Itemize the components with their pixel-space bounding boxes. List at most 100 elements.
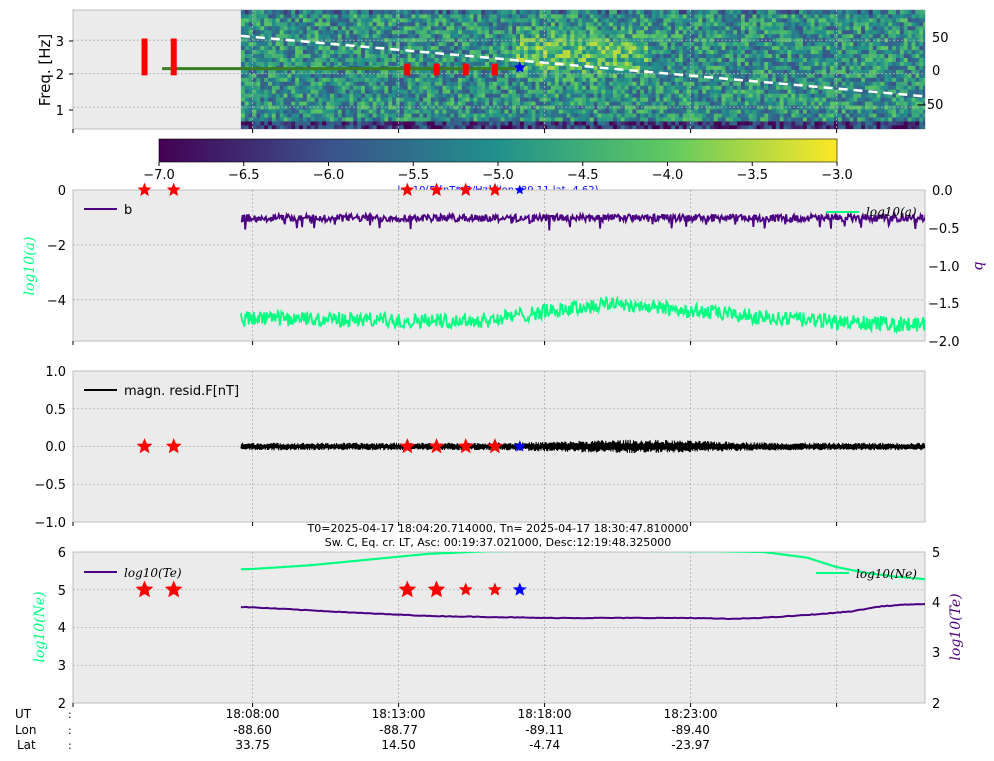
spectrogram-cell xyxy=(473,125,478,129)
spectrogram-cell xyxy=(345,57,350,62)
spectrogram-cell xyxy=(488,29,494,35)
spectrogram-cell xyxy=(698,45,703,51)
spectrogram-cell xyxy=(706,41,711,47)
spectrogram-cell xyxy=(876,17,881,23)
spectrogram-cell xyxy=(582,113,587,118)
spectrogram-cell xyxy=(636,49,641,55)
spectrogram-cell xyxy=(698,17,703,23)
spectrogram-cell xyxy=(295,125,300,129)
spectrogram-cell xyxy=(446,17,451,23)
spectrogram-cell xyxy=(861,33,866,39)
spectrogram-cell xyxy=(535,17,540,23)
spectrogram-cell xyxy=(725,81,730,86)
spectrogram-cell xyxy=(624,57,629,62)
spectrogram-cell xyxy=(500,49,505,55)
spectrogram-cell xyxy=(426,77,432,82)
spectrogram-cell xyxy=(822,109,827,114)
spectrogram-cell xyxy=(535,45,540,51)
spectrogram-cell xyxy=(248,97,253,102)
spectrogram-cell xyxy=(651,13,657,19)
spectrogram-cell xyxy=(802,117,808,122)
spectrogram-cell xyxy=(574,77,579,82)
spectrogram-cell xyxy=(690,49,695,55)
spectrogram-cell xyxy=(597,93,602,98)
spectrogram-cell xyxy=(318,13,323,19)
spectrogram-cell xyxy=(252,21,257,27)
spectrogram-cell xyxy=(876,113,881,118)
spectrogram-cell xyxy=(496,77,502,82)
spectrogram-cell xyxy=(706,97,711,102)
spectrogram-cell xyxy=(504,97,509,102)
spectrogram-cell xyxy=(620,10,626,15)
spectrogram-cell xyxy=(551,73,556,78)
spectrogram-cell xyxy=(609,113,614,118)
spectrogram-cell xyxy=(737,121,742,126)
spectrogram-cell xyxy=(368,49,374,55)
spectrogram-cell xyxy=(306,77,312,82)
spectrogram-cell xyxy=(364,13,370,19)
spectrogram-cell xyxy=(527,125,533,129)
spectrogram-cell xyxy=(531,65,536,70)
spectrogram-cell xyxy=(566,81,571,86)
spectrogram-cell xyxy=(636,53,641,58)
spectrogram-cell xyxy=(457,121,463,126)
spectrogram-cell xyxy=(833,101,839,106)
spectrogram-cell xyxy=(314,57,319,62)
spectrogram-cell xyxy=(345,37,350,43)
spectrogram-cell xyxy=(799,85,804,90)
spectrogram-cell xyxy=(713,109,719,114)
spectrogram-cell xyxy=(415,117,420,122)
spectrogram-cell xyxy=(326,21,331,27)
spectrogram-cell xyxy=(558,49,564,55)
spectrogram-cell xyxy=(690,81,695,86)
spectrogram-cell xyxy=(275,93,281,98)
spectrogram-cell xyxy=(240,81,246,86)
spectrogram-cell xyxy=(613,53,618,58)
spectrogram-cell xyxy=(333,89,339,94)
spectrogram-cell xyxy=(760,33,765,39)
spectrogram-cell xyxy=(333,33,339,39)
spectrogram-cell xyxy=(578,109,583,114)
spectrogram-cell xyxy=(601,109,606,114)
spectrogram-cell xyxy=(601,89,606,94)
spectrogram-cell xyxy=(287,41,292,47)
spectrogram-cell xyxy=(423,10,428,15)
spectrogram-cell xyxy=(426,41,432,47)
spectrogram-cell xyxy=(698,37,703,43)
spectrogram-cell xyxy=(500,61,505,66)
spectrogram-cell xyxy=(744,49,750,55)
spectrogram-cell xyxy=(667,41,672,47)
spectrogram-cell xyxy=(644,33,649,39)
spectrogram-cell xyxy=(818,29,823,35)
spectrogram-cell xyxy=(582,37,587,43)
spectrogram-cell xyxy=(686,85,691,90)
spectrogram-cell xyxy=(737,53,742,58)
spectrogram-cell xyxy=(438,33,443,39)
spectrogram-cell xyxy=(504,113,509,118)
spectrogram-cell xyxy=(271,121,277,126)
spectrogram-cell xyxy=(283,21,288,27)
spectrogram-cell xyxy=(752,89,757,94)
spectrogram-cell xyxy=(771,61,777,66)
spectrogram-cell xyxy=(465,93,471,98)
spectrogram-cell xyxy=(694,37,699,43)
spectrogram-cell xyxy=(593,57,598,62)
spectrogram-cell xyxy=(647,57,653,62)
spectrogram-cell xyxy=(841,41,847,47)
spectrogram-cell xyxy=(438,97,443,102)
spectrogram-cell xyxy=(613,49,618,55)
spectrogram-cell xyxy=(849,45,854,51)
spectrogram-cell xyxy=(624,29,629,35)
spectrogram-cell xyxy=(589,10,595,15)
spectrogram-cell xyxy=(760,81,765,86)
spectrogram-cell xyxy=(814,57,819,62)
spectrogram-cell xyxy=(620,13,626,19)
spectrogram-cell xyxy=(279,45,284,51)
spectrogram-cell xyxy=(764,45,769,51)
spectrogram-cell xyxy=(543,85,548,90)
spectrogram-cell xyxy=(392,73,397,78)
spectrogram-cell xyxy=(713,69,719,74)
spectrogram-cell xyxy=(585,41,591,47)
spectrogram-cell xyxy=(554,81,560,86)
spectrogram-cell xyxy=(302,10,308,15)
